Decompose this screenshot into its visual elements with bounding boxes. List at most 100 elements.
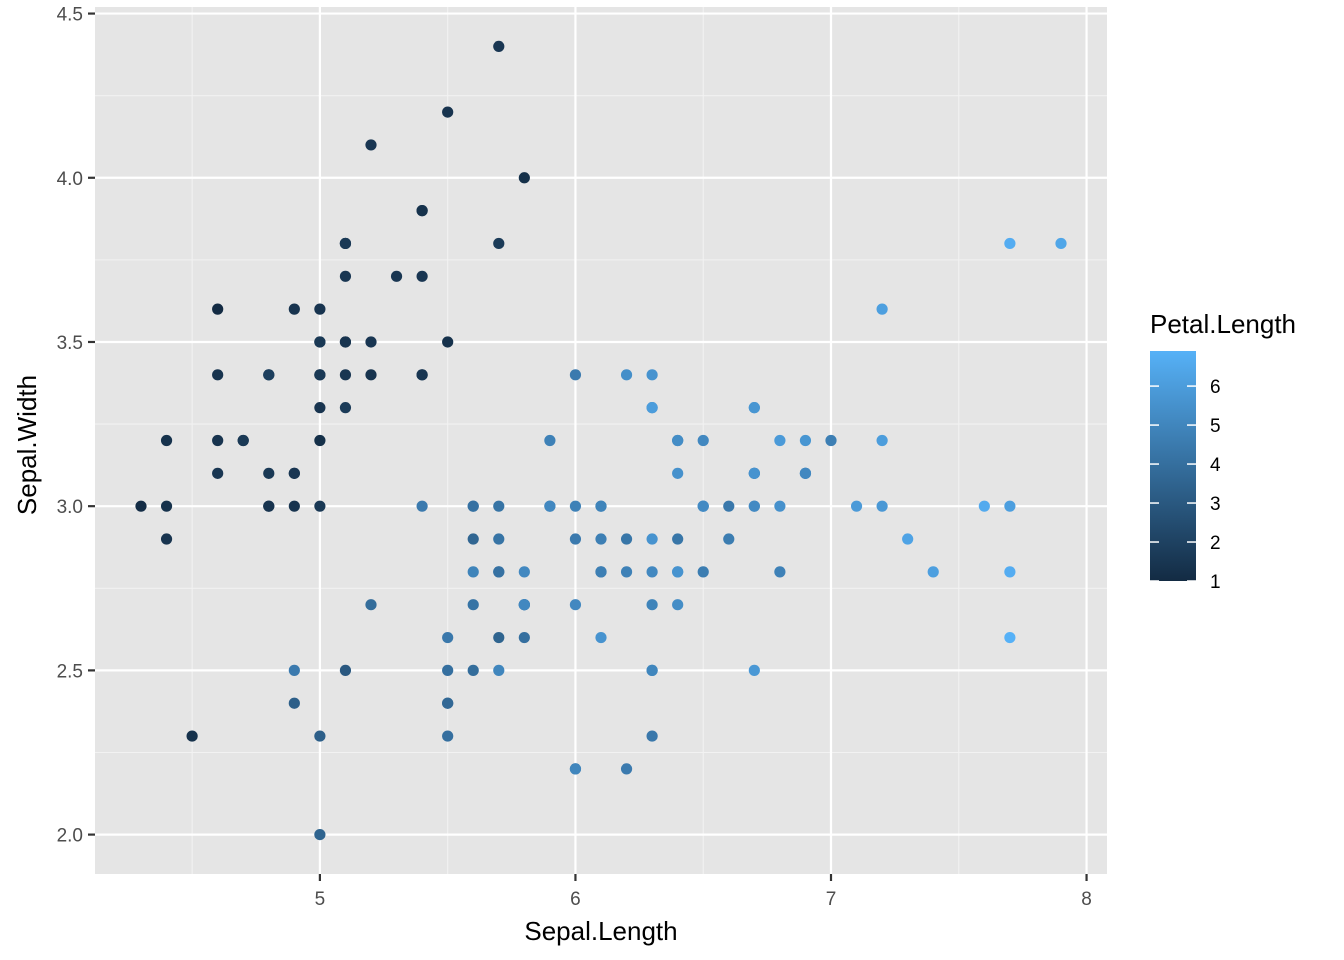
data-point: [774, 434, 786, 447]
data-point: [467, 566, 479, 578]
data-point: [620, 369, 633, 381]
data-point: [212, 467, 224, 479]
data-point: [212, 369, 224, 381]
data-point: [799, 467, 812, 479]
data-point: [518, 599, 530, 611]
data-point: [876, 500, 888, 512]
data-point: [365, 599, 377, 611]
data-point: [620, 566, 633, 578]
legend-label: 3: [1210, 494, 1221, 515]
data-point: [237, 434, 249, 447]
x-tick-label: 5: [315, 889, 326, 910]
data-point: [518, 566, 530, 578]
data-point: [620, 533, 633, 545]
data-point: [569, 500, 582, 512]
data-point: [339, 270, 352, 282]
data-point: [263, 467, 275, 479]
data-point: [1004, 566, 1016, 578]
color-legend: Petal.Length 1 2 3 4 5 6: [1150, 309, 1296, 593]
data-point: [493, 566, 505, 578]
data-point: [748, 664, 760, 676]
y-tick-label: 4.5: [57, 5, 83, 26]
data-point: [339, 336, 352, 348]
y-axis-title: Sepal.Width: [12, 375, 42, 515]
y-tick-label: 2.0: [57, 826, 83, 847]
data-point: [697, 434, 709, 447]
legend-label: 4: [1210, 455, 1221, 476]
data-point: [595, 500, 607, 512]
data-point: [697, 500, 709, 512]
data-point: [876, 303, 888, 315]
data-point: [339, 402, 352, 414]
data-point: [620, 763, 633, 775]
data-point: [723, 533, 735, 545]
data-point: [646, 664, 658, 676]
data-point: [646, 402, 658, 414]
data-point: [774, 500, 786, 512]
data-point: [595, 533, 607, 545]
data-point: [467, 500, 479, 512]
data-point: [493, 500, 505, 512]
data-point: [569, 763, 582, 775]
data-point: [774, 566, 786, 578]
data-point: [442, 106, 454, 118]
y-tick-label: 2.5: [57, 661, 83, 682]
legend-title: Petal.Length: [1150, 309, 1296, 339]
data-point: [927, 566, 939, 578]
data-point: [1004, 237, 1016, 250]
data-point: [314, 402, 326, 414]
data-point: [288, 303, 300, 315]
plot-panel: [95, 7, 1107, 874]
data-point: [365, 336, 377, 348]
data-point: [876, 434, 888, 447]
data-point: [339, 664, 352, 676]
data-point: [544, 434, 556, 447]
data-point: [569, 599, 582, 611]
x-tick-label: 7: [826, 889, 837, 910]
x-axis-title: Sepal.Length: [524, 916, 677, 946]
data-point: [646, 369, 658, 381]
data-point: [314, 303, 326, 315]
data-point: [288, 467, 300, 479]
data-point: [467, 533, 479, 545]
data-point: [569, 533, 582, 545]
data-point: [339, 237, 352, 250]
data-point: [672, 599, 684, 611]
legend-label: 2: [1210, 533, 1221, 554]
data-point: [314, 434, 326, 447]
data-point: [1004, 631, 1016, 644]
data-point: [697, 566, 709, 578]
data-point: [595, 631, 607, 644]
data-point: [825, 434, 837, 447]
data-point: [314, 500, 326, 512]
data-point: [442, 730, 454, 742]
data-point: [672, 566, 684, 578]
x-tick-label: 6: [570, 889, 581, 910]
data-point: [442, 697, 454, 709]
data-points: [135, 40, 1067, 841]
data-point: [518, 631, 530, 644]
data-point: [390, 270, 403, 282]
y-tick-label: 3.5: [57, 333, 83, 354]
data-point: [748, 402, 760, 414]
data-point: [314, 369, 326, 381]
data-point: [314, 828, 326, 841]
x-axis: 5 6 7 8: [315, 874, 1092, 910]
data-point: [442, 336, 454, 348]
data-point: [416, 369, 428, 381]
y-tick-label: 4.0: [57, 169, 83, 190]
data-point: [288, 664, 300, 676]
data-point: [978, 500, 990, 512]
data-point: [723, 500, 735, 512]
data-point: [493, 631, 505, 644]
data-point: [544, 500, 556, 512]
data-point: [186, 730, 198, 742]
data-point: [799, 434, 812, 447]
data-point: [160, 500, 173, 512]
data-point: [365, 369, 377, 381]
legend-ticks: 1 2 3 4 5 6: [1150, 377, 1221, 593]
data-point: [1055, 237, 1067, 250]
data-point: [646, 730, 658, 742]
data-point: [902, 533, 914, 545]
